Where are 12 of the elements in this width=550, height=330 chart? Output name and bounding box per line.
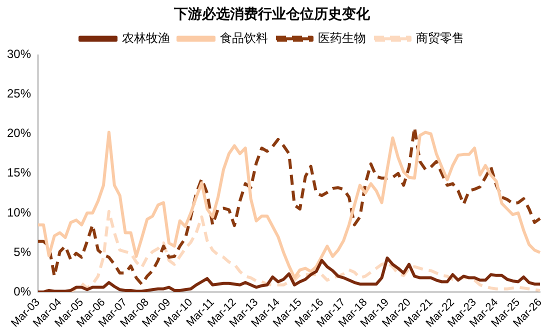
legend-label: 商贸零售 — [416, 31, 464, 46]
y-tick-label: 10% — [6, 205, 32, 220]
legend-label: 医药生物 — [318, 31, 366, 46]
y-tick-label: 20% — [6, 126, 32, 140]
chart-title: 下游必选消费行业仓位历史变化 — [173, 5, 371, 22]
y-tick-label: 25% — [6, 86, 32, 101]
legend-label: 食品饮料 — [220, 31, 268, 46]
y-tick-label: 30% — [6, 47, 32, 62]
legend-label: 农林牧渔 — [122, 31, 170, 46]
y-tick-label: 5% — [14, 244, 32, 259]
y-tick-label: 0% — [14, 284, 32, 298]
y-tick-label: 15% — [6, 166, 32, 180]
